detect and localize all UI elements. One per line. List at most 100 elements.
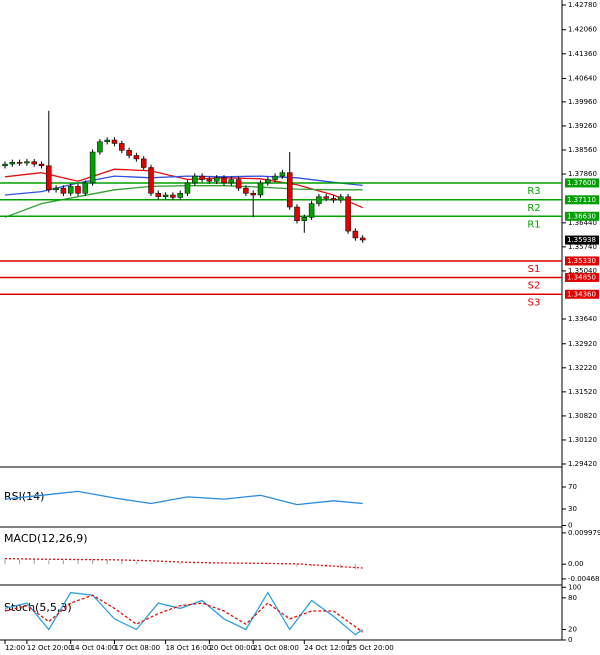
macd-bar	[62, 560, 64, 565]
candle-body	[53, 187, 59, 191]
y-tick-label: 1.29420	[568, 460, 597, 468]
candle-body	[316, 196, 322, 204]
candle-body	[111, 139, 118, 144]
y-tick-label: 1.36440	[568, 219, 597, 227]
macd-bar	[165, 563, 167, 565]
x-tick-label: 14 Oct 04:00	[71, 644, 117, 652]
y-tick-label: 1.30120	[568, 436, 597, 444]
x-tick-label: 25 Oct 20:00	[348, 644, 394, 652]
candle-body	[140, 158, 147, 168]
candle-body	[338, 196, 344, 201]
candle-body	[199, 175, 205, 180]
level-label: R1	[527, 219, 540, 230]
candle-body	[2, 163, 8, 167]
moving-average	[4, 168, 363, 209]
macd-bar	[92, 559, 94, 565]
candle-body	[279, 172, 286, 177]
x-tick-label: 21 Oct 08:00	[253, 644, 299, 652]
y-tick-label: 1.32920	[568, 340, 597, 348]
candle-body	[60, 187, 67, 194]
y-tick-label: 1.30820	[568, 412, 597, 420]
macd-bar	[121, 560, 123, 565]
y-tick-label: 1.39260	[568, 122, 597, 130]
current-price-box	[565, 235, 599, 245]
y-tick-label: 0	[568, 522, 572, 530]
candle-body	[352, 230, 359, 239]
level-price-box	[565, 289, 599, 299]
candle-body	[148, 167, 154, 194]
y-tick-label: 1.32220	[568, 364, 597, 372]
y-tick-label: 80	[568, 594, 577, 602]
level-price-box	[565, 178, 599, 188]
level-price: 1.37600	[567, 179, 596, 187]
candle-body	[265, 179, 271, 184]
y-tick-label: 0.009979	[568, 529, 600, 537]
macd-bar	[106, 559, 108, 565]
candle-body	[133, 155, 140, 160]
macd-signal	[4, 557, 363, 569]
stoch-signal	[4, 594, 364, 633]
candle-body	[82, 182, 89, 194]
candle-body	[345, 196, 351, 232]
candle-body	[359, 237, 366, 241]
level-price: 1.36630	[567, 212, 596, 220]
level-price: 1.34360	[567, 290, 596, 298]
level-price: 1.34850	[567, 273, 596, 281]
rsi-line	[4, 490, 363, 506]
y-tick-label: 1.37860	[568, 170, 597, 178]
candle-body	[170, 194, 176, 198]
candle-body	[286, 172, 293, 208]
level-label: S1	[528, 264, 541, 275]
candle-body	[31, 161, 37, 165]
level-price: 1.37110	[567, 196, 596, 204]
candle-body	[24, 161, 30, 164]
level-label: R3	[527, 186, 540, 197]
level-price-box	[565, 272, 599, 282]
macd-bar	[340, 564, 342, 568]
macd-bar	[311, 564, 313, 567]
level-label: S3	[528, 297, 541, 308]
candle-body	[221, 177, 227, 184]
level-label: S2	[528, 280, 541, 291]
macd-bar	[208, 562, 210, 565]
y-tick-label: 0.00	[568, 560, 584, 568]
macd-bar	[135, 561, 137, 565]
x-tick-label: 12:00	[5, 644, 25, 652]
candle-body	[75, 186, 81, 194]
level-price: 1.35330	[567, 257, 596, 265]
candle-body	[155, 193, 162, 197]
x-tick-label: 12 Oct 20:00	[27, 644, 73, 652]
macd-bar	[33, 559, 35, 565]
y-tick-label: 70	[568, 483, 577, 491]
candle-body	[206, 179, 213, 182]
y-tick-label: 100	[568, 583, 581, 591]
macd-bar	[48, 560, 50, 565]
candle-body	[97, 141, 103, 153]
y-tick-label: 0	[568, 636, 572, 644]
y-tick-label: 1.33640	[568, 315, 597, 323]
candle-body	[16, 162, 23, 164]
candle-body	[250, 193, 256, 196]
candle-body	[126, 150, 132, 156]
y-tick-label: -0.004686	[568, 575, 600, 583]
macd-bar	[194, 562, 196, 565]
candle-body	[323, 196, 329, 199]
macd-bar	[19, 559, 21, 565]
macd-bar	[150, 562, 152, 565]
candle-body	[67, 186, 74, 194]
y-tick-label: 1.42060	[568, 26, 597, 34]
candle-body	[46, 165, 52, 191]
macd-bar	[223, 563, 225, 565]
candle-body	[184, 182, 191, 194]
candle-body	[228, 179, 235, 184]
candle-body	[89, 151, 96, 184]
macd-bar	[4, 559, 6, 565]
y-tick-label: 1.42780	[568, 1, 597, 9]
y-tick-label: 1.35740	[568, 243, 597, 251]
y-tick-label: 1.31520	[568, 388, 597, 396]
candle-body	[243, 187, 249, 194]
macd-bar	[77, 559, 79, 565]
macd-bar	[296, 564, 298, 567]
candle-body	[272, 175, 278, 180]
